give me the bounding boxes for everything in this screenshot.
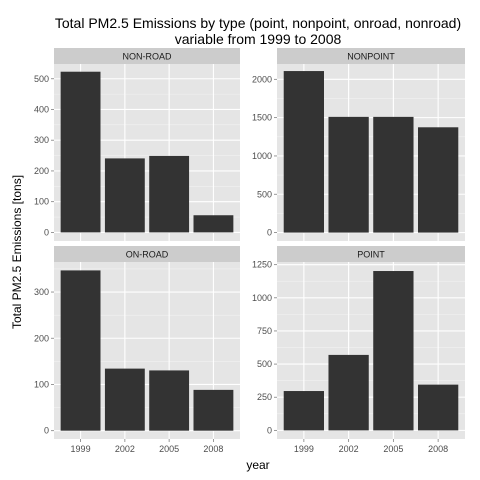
x-tick-label: 2008 — [428, 444, 448, 454]
bar-nonpoint-2008 — [418, 127, 459, 233]
bar-nonpoint-2002 — [328, 116, 369, 233]
facet-strip-label: NON-ROAD — [123, 52, 172, 62]
y-tick-label: 0 — [44, 227, 49, 237]
bar-non-road-2005 — [149, 155, 190, 233]
bar-nonpoint-1999 — [283, 71, 324, 233]
y-tick-label: 0 — [267, 425, 272, 435]
x-tick-label: 1999 — [71, 444, 91, 454]
bar-point-2002 — [328, 354, 369, 431]
y-tick-label: 1000 — [252, 151, 272, 161]
x-tick-label: 2005 — [159, 444, 179, 454]
y-tick-label: 1000 — [252, 293, 272, 303]
y-tick-label: 1250 — [252, 260, 272, 270]
bar-point-2005 — [373, 271, 414, 431]
y-axis-title: Total PM2.5 Emissions [tons] — [10, 175, 24, 329]
x-tick-label: 1999 — [294, 444, 314, 454]
bar-point-1999 — [283, 391, 324, 431]
x-tick-label: 2002 — [339, 444, 359, 454]
facet-strip — [54, 48, 240, 64]
facet-strip-label: POINT — [357, 250, 385, 260]
x-axis-title: year — [246, 458, 269, 472]
y-tick-label: 0 — [267, 228, 272, 238]
y-tick-label: 100 — [34, 379, 49, 389]
y-tick-label: 300 — [34, 135, 49, 145]
bar-on-road-2005 — [149, 370, 190, 431]
facet-strip — [54, 246, 240, 262]
bar-nonpoint-2005 — [373, 116, 414, 233]
y-tick-label: 500 — [257, 189, 272, 199]
bar-on-road-2002 — [104, 368, 145, 431]
facet-strip — [277, 246, 465, 262]
facet-panels: NON-ROAD0100200300400500NONPOINT05001000… — [34, 48, 465, 454]
facet-panel: NON-ROAD 0 100 200 300 400 500 — [34, 48, 240, 241]
y-tick-label: 250 — [257, 392, 272, 402]
facet-panel: NONPOINT 0 500 1000 1500 2000 — [252, 48, 465, 241]
y-tick-label: 500 — [34, 74, 49, 84]
bar-on-road-2008 — [193, 389, 234, 431]
bar-non-road-2008 — [193, 215, 234, 233]
y-tick-label: 0 — [44, 426, 49, 436]
y-tick-label: 300 — [34, 287, 49, 297]
bar-non-road-2002 — [104, 158, 145, 233]
x-tick-label: 2008 — [203, 444, 223, 454]
y-tick-label: 1500 — [252, 113, 272, 123]
chart-title-line-2: variable from 1999 to 2008 — [175, 31, 342, 47]
x-tick-label: 2005 — [383, 444, 403, 454]
y-tick-label: 750 — [257, 326, 272, 336]
y-tick-label: 500 — [257, 359, 272, 369]
facet-panel: POINT 0 250 500 750 1000 1250 1999 2002 2005 2008 — [252, 246, 465, 454]
facet-strip-label: ON-ROAD — [126, 250, 169, 260]
y-tick-label: 200 — [34, 166, 49, 176]
bar-on-road-1999 — [60, 270, 101, 431]
y-tick-label: 200 — [34, 333, 49, 343]
facet-panel: ON-ROAD 0 100 200 300 1999 2002 2005 2008 — [34, 246, 240, 454]
chart-title-line-1: Total PM2.5 Emissions by type (point, no… — [55, 15, 461, 31]
y-tick-label: 400 — [34, 104, 49, 114]
facet-strip-label: NONPOINT — [347, 52, 395, 62]
y-tick-label: 100 — [34, 197, 49, 207]
x-tick-label: 2002 — [115, 444, 135, 454]
y-tick-label: 2000 — [252, 74, 272, 84]
bar-non-road-1999 — [60, 71, 101, 233]
bar-point-2008 — [418, 384, 459, 431]
facet-strip — [277, 48, 465, 64]
